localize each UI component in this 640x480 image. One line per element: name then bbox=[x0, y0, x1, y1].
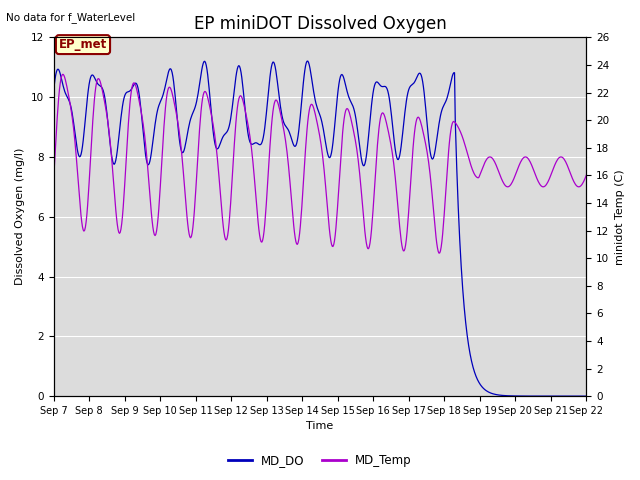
MD_Temp bbox=[115, 229, 123, 235]
Title: EP miniDOT Dissolved Oxygen: EP miniDOT Dissolved Oxygen bbox=[194, 15, 446, 33]
MD_Temp bbox=[60, 72, 67, 77]
Line: MD_DO: MD_DO bbox=[54, 61, 586, 396]
Y-axis label: Dissolved Oxygen (mg/l): Dissolved Oxygen (mg/l) bbox=[15, 148, 25, 286]
MD_DO bbox=[114, 142, 122, 147]
MD_Temp bbox=[197, 108, 205, 114]
Line: MD_Temp: MD_Temp bbox=[54, 74, 586, 253]
MD_DO bbox=[304, 58, 312, 64]
MD_DO bbox=[60, 83, 67, 89]
MD_DO bbox=[50, 89, 58, 95]
Text: EP_met: EP_met bbox=[59, 38, 107, 51]
Text: No data for f_WaterLevel: No data for f_WaterLevel bbox=[6, 12, 136, 23]
Legend: MD_DO, MD_Temp: MD_DO, MD_Temp bbox=[223, 449, 417, 472]
MD_DO bbox=[196, 76, 204, 82]
MD_DO bbox=[168, 70, 176, 75]
MD_Temp bbox=[401, 246, 409, 252]
MD_Temp bbox=[582, 172, 590, 178]
MD_Temp bbox=[50, 178, 58, 184]
Y-axis label: minidot Temp (C): minidot Temp (C) bbox=[615, 169, 625, 264]
X-axis label: Time: Time bbox=[307, 421, 333, 432]
MD_DO bbox=[582, 393, 590, 399]
MD_Temp bbox=[60, 72, 68, 78]
MD_DO bbox=[401, 110, 409, 116]
MD_Temp bbox=[435, 250, 443, 256]
MD_Temp bbox=[169, 93, 177, 99]
MD_Temp bbox=[385, 133, 393, 139]
MD_DO bbox=[385, 96, 393, 101]
